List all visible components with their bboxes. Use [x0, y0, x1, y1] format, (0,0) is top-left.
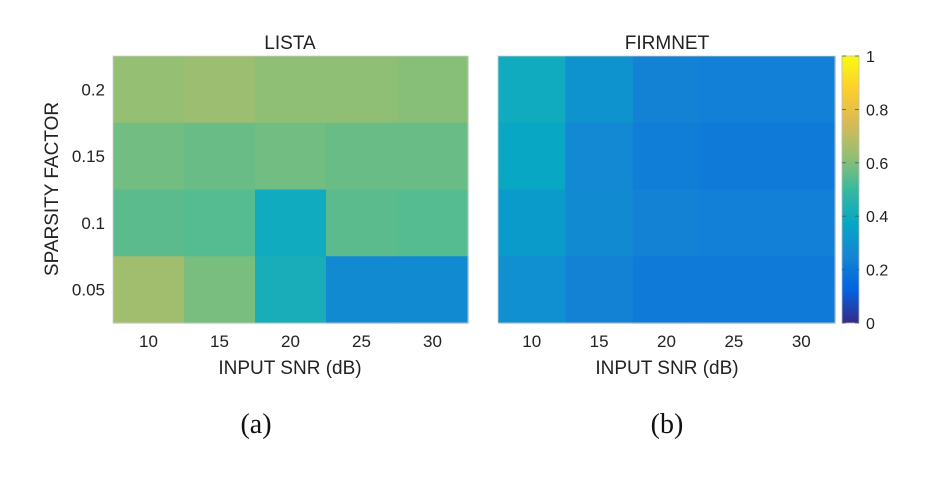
- heatmap-cell: [767, 256, 836, 324]
- heatmap-cell: [184, 56, 256, 124]
- heatmap-cells: [498, 56, 836, 324]
- colorbar-tick-label: 0.6: [866, 156, 888, 173]
- heatmap-panel-firmnet: FIRMNET 10 15 20 25 30 INPUT SNR (dB) (b): [497, 33, 836, 440]
- heatmap-cell: [255, 122, 327, 191]
- colorbar-tick-labels: 0 0.2 0.4 0.6 0.8 1: [842, 49, 888, 333]
- x-tick-label: 30: [423, 332, 442, 351]
- heatmap-cell: [767, 189, 836, 257]
- heatmap-cell: [498, 122, 566, 191]
- colorbar-gradient: [841, 55, 860, 324]
- colorbar: 0 0.2 0.4 0.6 0.8 1: [841, 49, 888, 333]
- heatmap-cell: [632, 122, 701, 191]
- heatmap-cell: [184, 122, 256, 191]
- x-axis-label: INPUT SNR (dB): [595, 358, 738, 379]
- heatmap-cell: [397, 122, 469, 191]
- heatmap-cell: [326, 56, 398, 124]
- y-tick-label: 0.2: [81, 80, 105, 99]
- colorbar-tick-label: 0: [866, 316, 875, 333]
- heatmap-cell: [498, 56, 566, 124]
- chart-title: FIRMNET: [625, 33, 710, 54]
- heatmap-cell: [113, 256, 185, 324]
- heatmap-cell: [767, 56, 836, 124]
- y-tick-label: 0.05: [72, 281, 105, 300]
- heatmap-cell: [767, 122, 836, 191]
- heatmap-cell: [255, 256, 327, 324]
- x-axis-label: INPUT SNR (dB): [218, 358, 361, 379]
- x-tick-label: 10: [522, 332, 541, 351]
- heatmap-cell: [326, 256, 398, 324]
- x-tick-label: 20: [657, 332, 676, 351]
- heatmap-cell: [397, 256, 469, 324]
- heatmap-cell: [700, 56, 769, 124]
- x-tick-label: 25: [352, 332, 371, 351]
- heatmap-cell: [632, 189, 701, 257]
- heatmap-cell: [113, 122, 185, 191]
- heatmap-cell: [184, 256, 256, 324]
- heatmap-cell: [255, 56, 327, 124]
- colorbar-tick-label: 1: [866, 49, 875, 66]
- colorbar-tick-label: 0.2: [866, 263, 888, 280]
- heatmap-cell: [565, 122, 634, 191]
- x-tick-label: 15: [590, 332, 609, 351]
- heatmap-cell: [700, 122, 769, 191]
- chart-title: LISTA: [264, 33, 316, 54]
- heatmap-cell: [632, 256, 701, 324]
- y-tick-labels: 0.2 0.15 0.1 0.05: [72, 80, 105, 299]
- subfigure-label: (a): [240, 409, 271, 440]
- x-tick-labels: 10 15 20 25 30: [139, 332, 442, 351]
- heatmap-cell: [632, 56, 701, 124]
- y-tick-label: 0.15: [72, 147, 105, 166]
- colorbar-tick-label: 0.4: [866, 209, 888, 226]
- plot-frame: [497, 55, 836, 324]
- heatmap-panel-lista: LISTA 0.2 0.15 0.1 0.05 10 15 20 25 30 INPUT SN…: [42, 33, 469, 440]
- colorbar-tick-label: 0.8: [866, 102, 888, 119]
- plot-frame: [112, 55, 469, 324]
- heatmap-cell: [498, 256, 566, 324]
- x-tick-label: 20: [281, 332, 300, 351]
- y-tick-label: 0.1: [81, 214, 105, 233]
- heatmap-cell: [113, 189, 185, 257]
- heatmap-cell: [397, 189, 469, 257]
- heatmap-cell: [326, 122, 398, 191]
- heatmap-cell: [326, 189, 398, 257]
- x-tick-labels: 10 15 20 25 30: [522, 332, 811, 351]
- x-tick-label: 30: [792, 332, 811, 351]
- heatmap-cell: [565, 189, 634, 257]
- heatmap-cell: [255, 189, 327, 257]
- heatmap-cells: [113, 56, 469, 324]
- heatmap-cell: [397, 56, 469, 124]
- heatmap-cell: [113, 56, 185, 124]
- heatmap-cell: [565, 256, 634, 324]
- x-tick-label: 10: [139, 332, 158, 351]
- heatmap-cell: [184, 189, 256, 257]
- subfigure-label: (b): [651, 409, 684, 440]
- heatmap-cell: [700, 189, 769, 257]
- heatmap-cell: [565, 56, 634, 124]
- x-tick-label: 25: [724, 332, 743, 351]
- heatmap-cell: [498, 189, 566, 257]
- heatmap-cell: [700, 256, 769, 324]
- x-tick-label: 15: [210, 332, 229, 351]
- y-axis-label: SPARSITY FACTOR: [42, 102, 63, 276]
